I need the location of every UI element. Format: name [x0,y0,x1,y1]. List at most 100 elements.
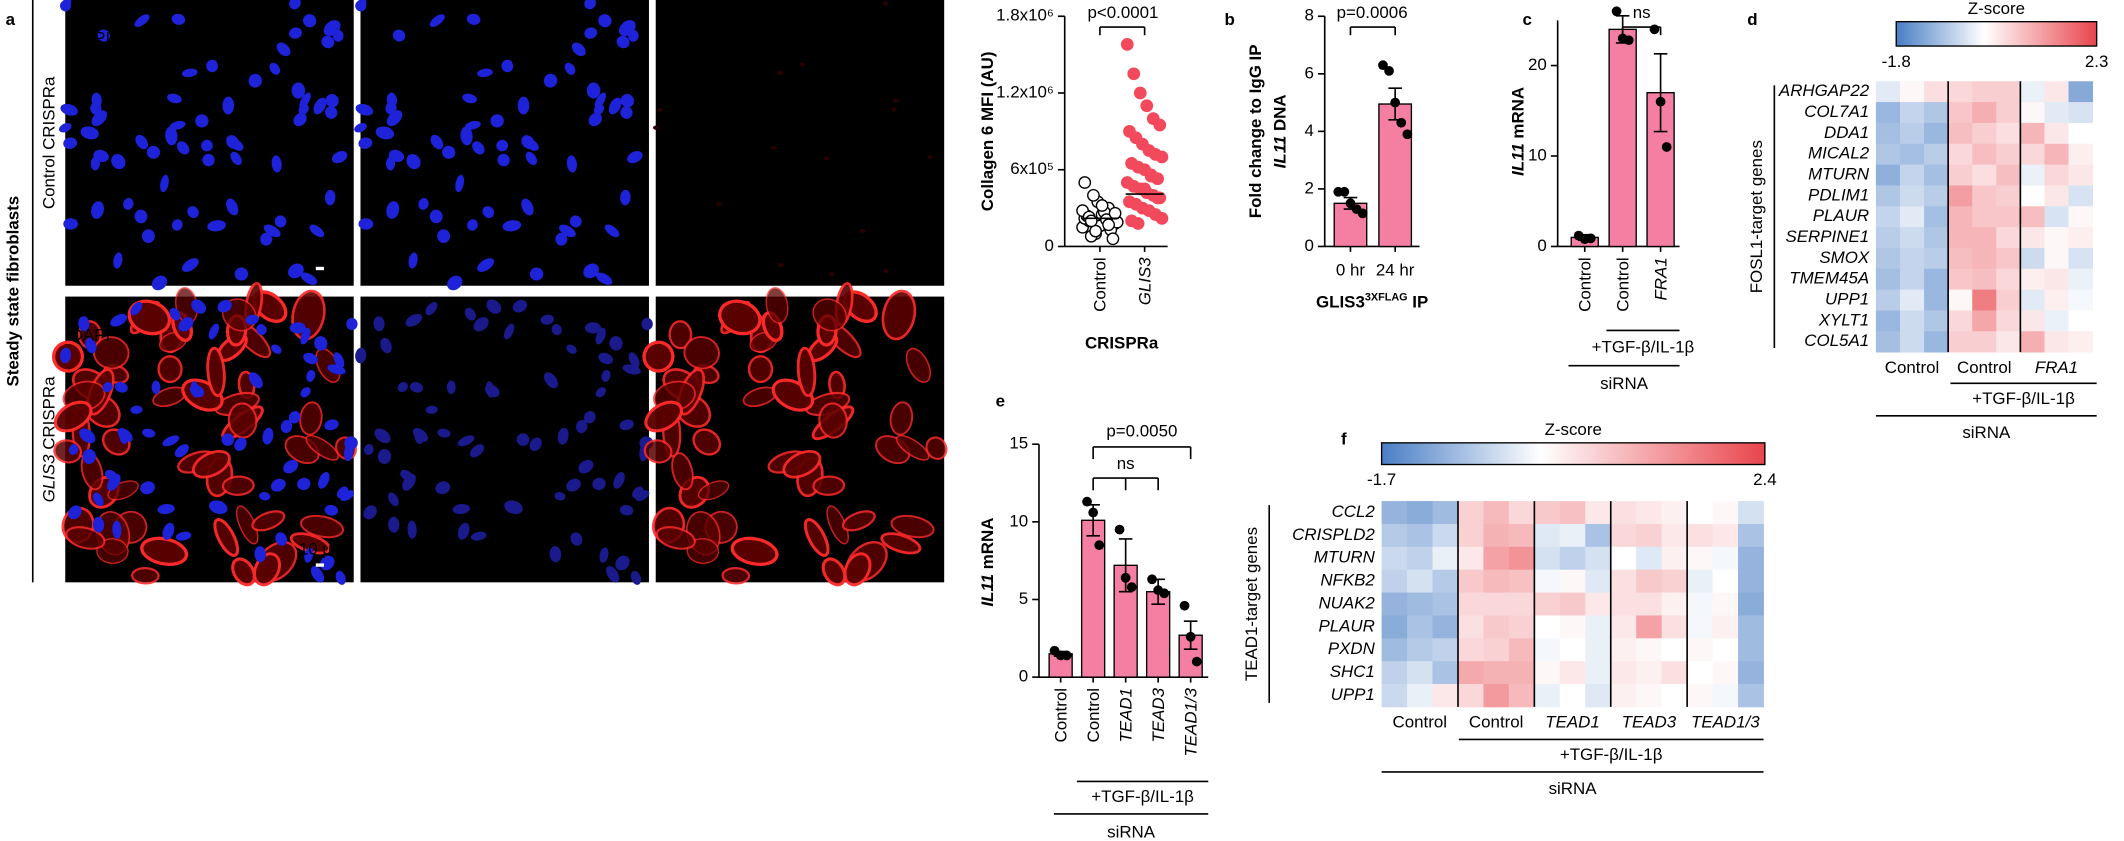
heatmap-cell [1948,331,1973,353]
group-label: +TGF-β/IL-1β [1972,389,2075,408]
heatmap-cell [1585,523,1612,548]
heatmap-cell [1381,546,1408,571]
heatmap-cell [2020,268,2045,291]
nucleus [112,520,122,539]
heatmap-cell [1899,310,1925,332]
nucleus [497,153,510,167]
panel-label: f [1341,430,1347,449]
heatmap-cell [1636,684,1663,708]
y-axis-label: FOSL1-target genes [1748,140,1767,293]
nucleus [630,570,642,585]
nucleus [318,472,330,489]
nucleus [181,258,199,272]
nucleus [620,106,633,119]
nucleus [430,134,444,150]
nucleus [68,505,82,520]
heatmap-cell [1585,546,1612,571]
heatmap-cell [1585,501,1612,525]
cell [251,510,286,532]
heatmap-cell [1636,569,1663,593]
channel-label: DAPI [71,29,110,48]
point [1078,176,1092,189]
column-group-label: TEAD1/3 [1691,713,1760,732]
nucleus [576,419,588,434]
heatmap-cell [2044,164,2069,186]
y-tick-label: 4 [1304,121,1313,140]
cell [53,400,93,433]
group-label: siRNA [1549,779,1598,798]
nucleus [429,209,443,224]
cell [881,289,917,341]
cell [895,434,930,461]
row-label: COL7A1 [1804,102,1869,121]
nucleus [221,433,235,446]
annotation: p=0.0050 [1106,421,1177,440]
heatmap-cell [1899,143,1925,166]
nucleus [324,504,339,516]
point [1345,198,1356,209]
heatmap-cell [1687,592,1713,616]
heatmap-cell [2068,122,2094,145]
x-tick-label: FRA1 [1651,257,1670,300]
nucleus [91,110,108,127]
heatmap-cell [1534,569,1561,593]
bar [1608,28,1637,248]
nucleus [114,382,128,393]
heatmap-cell [1610,615,1637,639]
nucleus [601,369,611,382]
heatmap-cell [1636,523,1663,548]
group-label: +TGF-β/IL-1β [1592,338,1695,357]
y-tick-label: 8 [1304,6,1313,25]
row-label: MTURN [1314,548,1376,567]
cell [644,400,683,433]
annotation: p=0.0006 [1337,3,1408,22]
heatmap-cell [1948,102,1973,124]
column-group-label: TEAD3 [1622,713,1677,732]
cell [765,287,789,324]
nucleus [254,546,266,563]
text-part: CRISPRa [40,376,59,450]
point [1126,582,1137,592]
heatmap-cell [1508,546,1535,571]
y-axis-label: IL11 mRNA [978,518,997,607]
heatmap-cell [1972,122,1997,145]
nucleus [388,149,405,162]
nucleus [275,532,288,546]
nucleus [276,42,291,57]
nucleus [620,94,635,108]
heatmap-cell [1948,247,1973,270]
cell [843,552,872,587]
heatmap-cell [1687,661,1713,685]
nucleus [437,229,451,244]
nucleus [174,444,189,458]
cell [643,439,673,464]
channel-label: COL6 [661,301,705,320]
heatmap-cell [2044,206,2069,228]
heatmap-cell [1972,227,1997,249]
cell [890,514,935,539]
nucleus [583,411,596,424]
point [1179,600,1190,611]
heatmap-cell [1875,206,1901,228]
heatmap-cell [1875,247,1901,270]
nucleus [206,59,218,73]
nucleus [594,92,607,109]
nucleus [529,437,542,452]
heatmap-cell [1948,122,1973,145]
nucleus [373,316,385,332]
nucleus [388,492,399,507]
text-part: mRNA [1509,87,1528,139]
nucleus [386,201,400,219]
nucleus [325,106,338,119]
heatmap-cell [1585,661,1612,685]
heatmap-cell [1972,81,1997,103]
text-part: Fold change to IgG IP [1246,44,1265,218]
heatmap-cell [1924,310,1949,332]
nucleus [555,232,568,246]
cell [157,355,183,384]
nucleus [354,122,367,133]
nucleus [566,155,577,173]
heatmap-cell [2020,227,2045,249]
heatmap-cell [1407,684,1433,708]
point [1185,631,1196,642]
